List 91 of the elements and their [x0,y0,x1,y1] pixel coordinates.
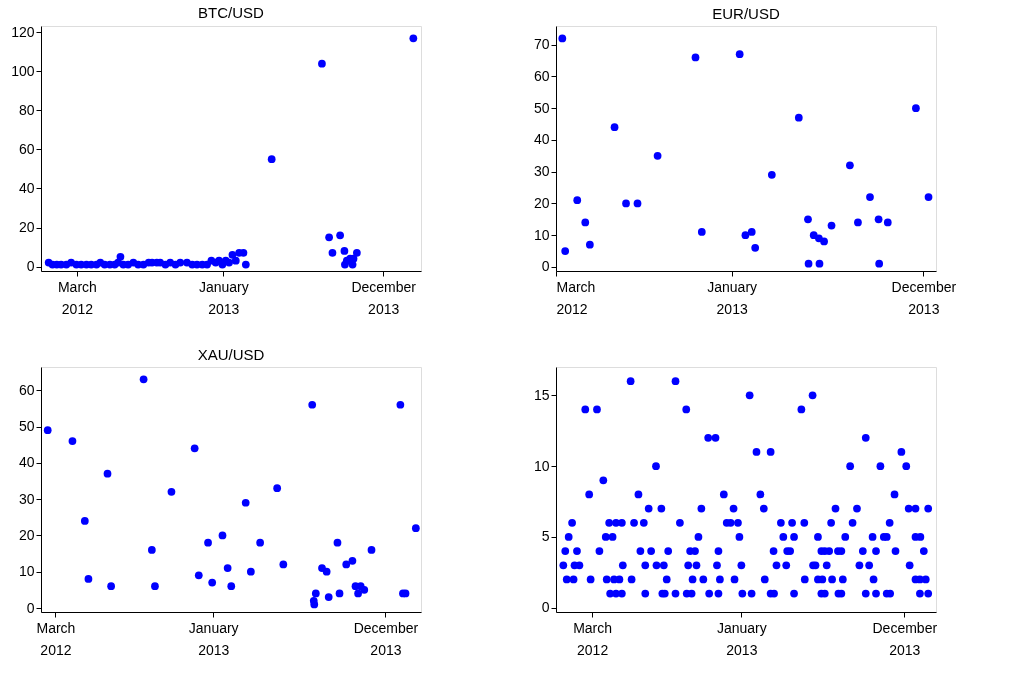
y-tick-label: 60 [533,67,550,84]
x-tick-label: March 2012 [556,278,596,317]
y-tick-label: 15 [533,386,550,403]
point [367,546,376,554]
point [167,487,176,496]
x-tick-label: December 2013 [891,278,957,317]
y-tick-label: 5 [541,528,550,545]
point [147,546,156,554]
y-tick-label: 0 [26,258,35,275]
y-tick-label: 20 [18,219,35,235]
point [241,260,250,269]
x-tick-label: January 2013 [707,278,758,317]
point [176,258,185,267]
point [139,375,148,384]
point [246,567,255,576]
y-tick-label: 30 [533,163,550,180]
point [43,426,52,435]
y-tick-label: 0 [541,599,550,616]
point [227,582,236,591]
point [190,444,199,453]
point [318,59,326,68]
chart-title: EUR/USD [712,5,780,22]
point [311,589,320,598]
point [409,34,418,43]
point [342,560,351,569]
y-tick-label: 40 [533,131,550,148]
point [208,578,217,587]
y-tick-label: 70 [533,36,550,53]
point [333,538,342,547]
point [336,231,344,240]
y-tick-label: 40 [18,454,35,471]
y-tick-label: 0 [541,258,550,275]
point [322,567,331,576]
point [279,560,288,569]
y-tick-label: 20 [18,526,35,543]
y-tick-label: 10 [18,563,35,580]
point [223,564,232,572]
chart-title: XAU/USD [197,346,265,363]
point [360,585,369,594]
point [411,524,420,533]
point [228,250,237,259]
x-tick-label: January 2013 [188,619,239,658]
y-tick-label: 100 [11,62,35,79]
point [273,484,282,493]
x-tick-label: December 2013 [351,278,417,317]
point [396,400,405,409]
x-tick-label: March 2012 [57,278,97,317]
x-tick-label: January 2013 [198,278,249,317]
y-tick-label: 0 [26,599,35,616]
y-tick-label: 60 [18,140,35,157]
point [241,498,250,507]
y-tick-label: 80 [18,101,35,118]
point [231,256,240,265]
point [325,233,333,242]
y-tick-label: 50 [533,99,550,116]
point [310,600,319,609]
point [267,155,276,164]
point [151,582,159,591]
x-tick-label: March 2012 [573,619,613,658]
x-tick-label: December 2013 [872,619,938,658]
point [68,437,77,445]
point [353,248,361,257]
x-tick-label: March 2012 [36,619,76,658]
y-tick-label: 10 [533,457,550,474]
point [324,593,333,601]
y-tick-label: 30 [18,490,35,507]
point [84,575,93,583]
point [348,556,357,565]
y-tick-label: 40 [18,179,35,196]
chart-title: BTC/USD [198,4,265,22]
point [103,469,112,478]
x-tick-label: January 2013 [716,619,767,658]
y-tick-label: 120 [11,23,35,40]
point [354,589,362,598]
x-tick-label: December 2013 [353,619,419,658]
point [335,589,344,598]
point [80,517,89,525]
point [218,531,227,540]
y-tick-label: 50 [18,418,35,435]
point [194,571,203,580]
y-tick-label: 20 [533,194,550,211]
y-tick-label: 10 [533,226,550,243]
point [116,252,125,261]
point [308,400,317,409]
y-tick-label: 60 [18,381,35,398]
point [340,247,349,255]
point [328,248,337,257]
point [204,538,212,547]
point [225,258,233,267]
point [107,582,115,591]
point [256,538,264,547]
